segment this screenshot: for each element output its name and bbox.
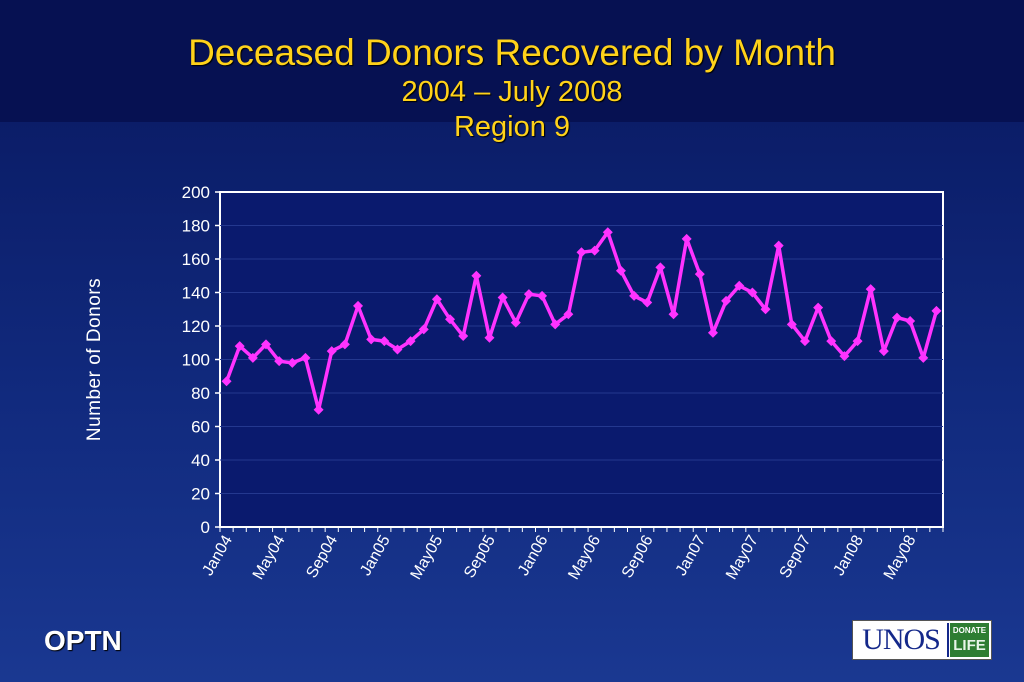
data-point [576, 247, 587, 258]
data-point [418, 324, 429, 335]
chart-title: Deceased Donors Recovered by Month [188, 32, 836, 73]
data-point [445, 314, 456, 325]
gridlines [220, 225, 943, 494]
unos-logo-text: UNOS [855, 623, 949, 657]
data-point [799, 336, 810, 347]
data-point [694, 269, 705, 280]
series-group [221, 227, 942, 415]
data-point [602, 227, 613, 238]
data-point [918, 352, 929, 363]
data-point [760, 304, 771, 315]
data-point [484, 332, 495, 343]
unos-logo: UNOS DONATE LIFE [852, 620, 992, 660]
y-tick-label: 40 [191, 451, 210, 470]
x-axis-ticks: Jan04 May04 Sep04 Jan05 May05 Sep05 Jan06 May06… [200, 527, 944, 583]
data-point [300, 352, 311, 363]
data-point [813, 302, 824, 313]
data-point [313, 404, 324, 415]
x-tick-label: Sep04 [303, 532, 341, 581]
data-point [589, 245, 600, 256]
x-tick-label: May06 [565, 532, 604, 582]
data-point [615, 265, 626, 276]
y-axis-ticks: 0 20 40 60 80 100 120 140 160 180 200 [182, 183, 220, 537]
data-point [878, 346, 889, 357]
data-point [734, 280, 745, 291]
data-point [681, 233, 692, 244]
x-tick-label: Jan07 [673, 532, 710, 578]
data-point [707, 327, 718, 338]
x-tick-label: Sep05 [461, 532, 499, 581]
x-tick-label: Sep06 [619, 532, 657, 581]
data-point [221, 376, 232, 387]
optn-label: OPTN [44, 625, 122, 656]
data-point [392, 344, 403, 355]
y-tick-label: 160 [182, 250, 210, 269]
data-point [471, 270, 482, 281]
data-point [852, 336, 863, 347]
x-tick-label: May04 [250, 532, 289, 582]
data-point [786, 319, 797, 330]
data-point [274, 356, 285, 367]
x-tick-label: May07 [723, 532, 762, 582]
data-point [839, 351, 850, 362]
data-point [379, 336, 390, 347]
data-point [458, 331, 469, 342]
data-point [405, 336, 416, 347]
data-point [497, 292, 508, 303]
donate-life-line2: LIFE [953, 637, 986, 654]
data-point [326, 346, 337, 357]
y-tick-label: 60 [191, 418, 210, 437]
chart-region-label: Region 9 [453, 111, 571, 143]
data-point [537, 290, 548, 301]
title-block: Deceased Donors Recovered by Month 2004 … [0, 30, 1024, 143]
data-point [721, 295, 732, 306]
donate-life-badge: DONATE LIFE [950, 623, 989, 657]
x-tick-label: May05 [408, 532, 447, 582]
data-point [655, 262, 666, 273]
donate-life-line1: DONATE [952, 626, 987, 635]
data-point [366, 334, 377, 345]
data-point [773, 240, 784, 251]
header-band [0, 0, 1024, 122]
data-point [247, 352, 258, 363]
data-point [629, 290, 640, 301]
y-tick-label: 0 [201, 518, 210, 537]
data-point [234, 341, 245, 352]
data-point [642, 297, 653, 308]
x-tick-label: Jan04 [200, 532, 237, 578]
y-tick-label: 20 [191, 485, 210, 504]
x-tick-label: Jan08 [830, 532, 867, 578]
data-point [747, 287, 758, 298]
data-point [891, 312, 902, 323]
data-point [826, 336, 837, 347]
data-point [550, 319, 561, 330]
x-tick-label: Jan05 [357, 532, 394, 578]
data-point [931, 305, 942, 316]
y-tick-label: 120 [182, 317, 210, 336]
data-point [668, 309, 679, 320]
x-tick-label: Sep07 [777, 532, 815, 581]
y-tick-label: 140 [182, 284, 210, 303]
data-point [510, 317, 521, 328]
data-point [339, 339, 350, 350]
y-tick-label: 180 [182, 217, 210, 236]
data-point [431, 294, 442, 305]
data-point [563, 309, 574, 320]
data-point [353, 300, 364, 311]
data-point [905, 315, 916, 326]
y-tick-label: 200 [182, 183, 210, 202]
data-point [261, 339, 272, 350]
y-axis-label: Number of Donors [84, 278, 105, 441]
data-point [865, 284, 876, 295]
y-tick-label: 80 [191, 384, 210, 403]
data-point [523, 289, 534, 300]
x-tick-label: Jan06 [515, 532, 552, 578]
data-point [287, 357, 298, 368]
x-tick-label: May08 [881, 532, 920, 582]
chart-subtitle: 2004 – July 2008 [401, 76, 623, 108]
y-tick-label: 100 [182, 351, 210, 370]
